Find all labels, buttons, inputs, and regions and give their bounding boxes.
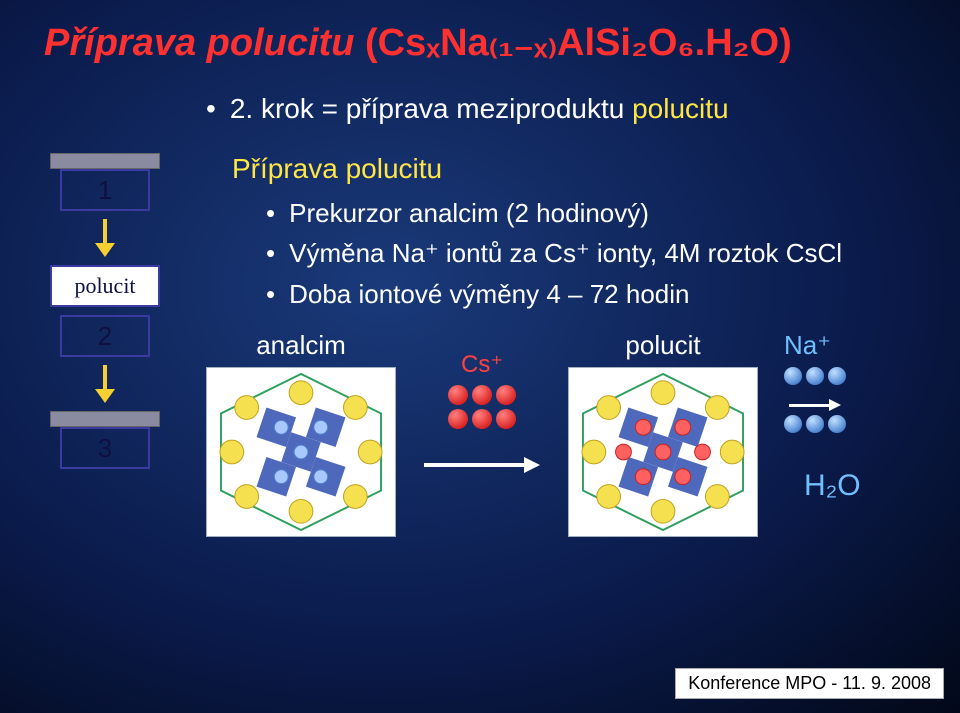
top-bullet: • 2. krok = příprava meziproduktu poluci… [206, 93, 920, 125]
red-dot-icon [496, 409, 516, 429]
blue-dot-icon [784, 415, 802, 433]
title-formula: (CsₓNa₍₁₋ₓ₎AlSi₂O₆.H₂O) [365, 22, 792, 64]
polucit-label-box: polucit [50, 265, 160, 307]
exchange-column: Cs⁺ [422, 350, 542, 473]
top-bullet-text: 2. krok = příprava meziproduktu polucitu [230, 93, 729, 125]
na-label: Na⁺ [784, 330, 831, 361]
na-h2o-column: Na⁺ [784, 330, 861, 503]
step-2-box: 2 [50, 315, 160, 357]
red-dot-icon [472, 409, 492, 429]
diagram-row: analcim [206, 330, 920, 537]
step-lid [50, 411, 160, 427]
polucit-crystal-icon [568, 367, 758, 537]
sub-bullet-text: Výměna Na⁺ iontů za Cs⁺ ionty, 4M roztok… [289, 235, 842, 271]
bullet-dot: • [266, 195, 275, 231]
step-2-number: 2 [60, 315, 150, 357]
slide-title: Příprava polucitu (CsₓNa₍₁₋ₓ₎AlSi₂O₆.H₂O… [44, 20, 920, 65]
polucit-label: polucit [625, 330, 700, 361]
arrow-down-icon [95, 365, 115, 403]
red-dot-icon [496, 385, 516, 405]
bullet-dot: • [266, 276, 275, 312]
step-lid [50, 153, 160, 169]
sub-bullet-2: • Výměna Na⁺ iontů za Cs⁺ ionty, 4M rozt… [266, 235, 920, 271]
blue-dot-icon [806, 367, 824, 385]
analcim-crystal-icon [206, 367, 396, 537]
main-row: 1 polucit 2 3 • 2. krok = příprava mezip… [40, 93, 920, 537]
top-bullet-highlight: polucitu [632, 93, 729, 124]
bullet-dot: • [206, 93, 216, 125]
analcim-label: analcim [256, 330, 346, 361]
step-3-number: 3 [60, 427, 150, 469]
cs-dots-row [448, 409, 516, 429]
cs-dots-row [448, 385, 516, 405]
analcim-column: analcim [206, 330, 396, 537]
step-1-number: 1 [60, 169, 150, 211]
arrow-right-icon [424, 457, 540, 473]
bullet-dot: • [266, 235, 275, 271]
footer-text: Konference MPO - 11. 9. 2008 [675, 668, 944, 699]
red-dot-icon [448, 409, 468, 429]
blue-dot-icon [828, 367, 846, 385]
blue-dot-icon [806, 415, 824, 433]
sub-bullet-3: • Doba iontové výměny 4 – 72 hodin [266, 276, 920, 312]
cs-label: Cs⁺ [461, 350, 503, 379]
body-column: • 2. krok = příprava meziproduktu poluci… [206, 93, 920, 537]
sub-bullet-text: Doba iontové výměny 4 – 72 hodin [289, 276, 689, 312]
sub-bullet-1: • Prekurzor analcim (2 hodinový) [266, 195, 920, 231]
sub-bullet-text: Prekurzor analcim (2 hodinový) [289, 195, 649, 231]
red-dot-icon [472, 385, 492, 405]
left-column-steps: 1 polucit 2 3 [40, 153, 170, 469]
priprava-heading: Příprava polucitu [232, 153, 920, 185]
red-dot-icon [448, 385, 468, 405]
step-1-box: 1 [50, 153, 160, 211]
blue-dot-icon [828, 415, 846, 433]
step-3-box: 3 [50, 411, 160, 469]
blue-dot-icon [784, 367, 802, 385]
slide: Příprava polucitu (CsₓNa₍₁₋ₓ₎AlSi₂O₆.H₂O… [0, 0, 960, 713]
top-bullet-prefix: 2. krok = příprava meziproduktu [230, 93, 632, 124]
h2o-label: H₂O [804, 469, 861, 503]
title-prefix: Příprava polucitu [44, 22, 365, 64]
polucit-column: polucit [568, 330, 758, 537]
na-dots [784, 367, 846, 433]
arrow-down-icon [95, 219, 115, 257]
arrow-right-small-icon [789, 399, 841, 411]
